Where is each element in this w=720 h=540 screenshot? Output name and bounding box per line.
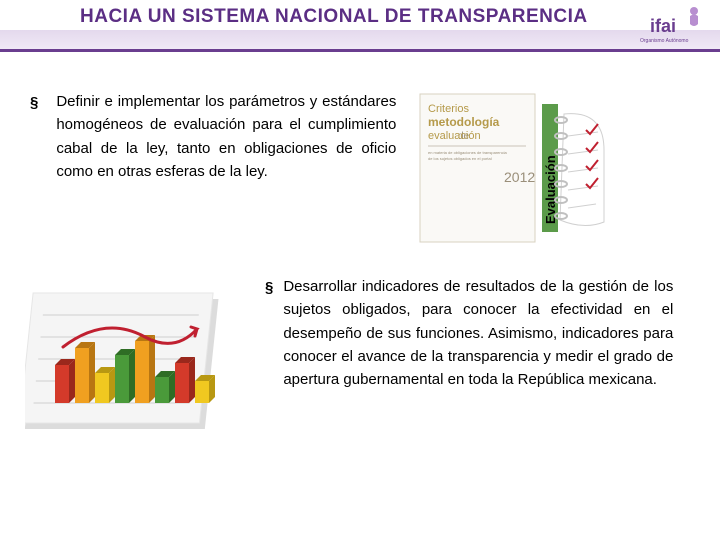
svg-text:Criterios: Criterios xyxy=(428,103,469,115)
chart-illustration xyxy=(25,275,230,445)
svg-text:2012: 2012 xyxy=(504,169,535,185)
logo-subtext: Organismo Autónomo xyxy=(640,38,689,44)
bullet-symbol: § xyxy=(265,275,273,300)
slide-title: HACIA UN SISTEMA NACIONAL DE TRANSPARENC… xyxy=(80,6,588,28)
row-2: § Desarrollar indicadores de resultados … xyxy=(30,275,690,445)
svg-text:en materia de obligaciones de: en materia de obligaciones de transparen… xyxy=(428,150,507,155)
svg-text:evaluación: evaluación xyxy=(428,130,481,142)
bullet-text-2: Desarrollar indicadores de resultados de… xyxy=(283,275,673,391)
logo-ifai: ifai Organismo Autónomo xyxy=(632,2,706,46)
svg-text:de los sujetos obligados en el: de los sujetos obligados en el portal xyxy=(428,156,492,161)
header-band xyxy=(0,30,720,52)
svg-text:metodología: metodología xyxy=(428,115,500,129)
logo-text: ifai xyxy=(650,16,676,36)
row-1: § Definir e implementar los parámetros y… xyxy=(30,90,690,245)
bullet-symbol: § xyxy=(30,90,38,115)
book-illustration: Criterios metodología de evaluación en m… xyxy=(416,90,606,245)
bullet-text-1: Definir e implementar los parámetros y e… xyxy=(56,90,396,183)
bullet-block-1: § Definir e implementar los parámetros y… xyxy=(30,90,396,245)
slide-content: § Definir e implementar los parámetros y… xyxy=(0,80,720,540)
